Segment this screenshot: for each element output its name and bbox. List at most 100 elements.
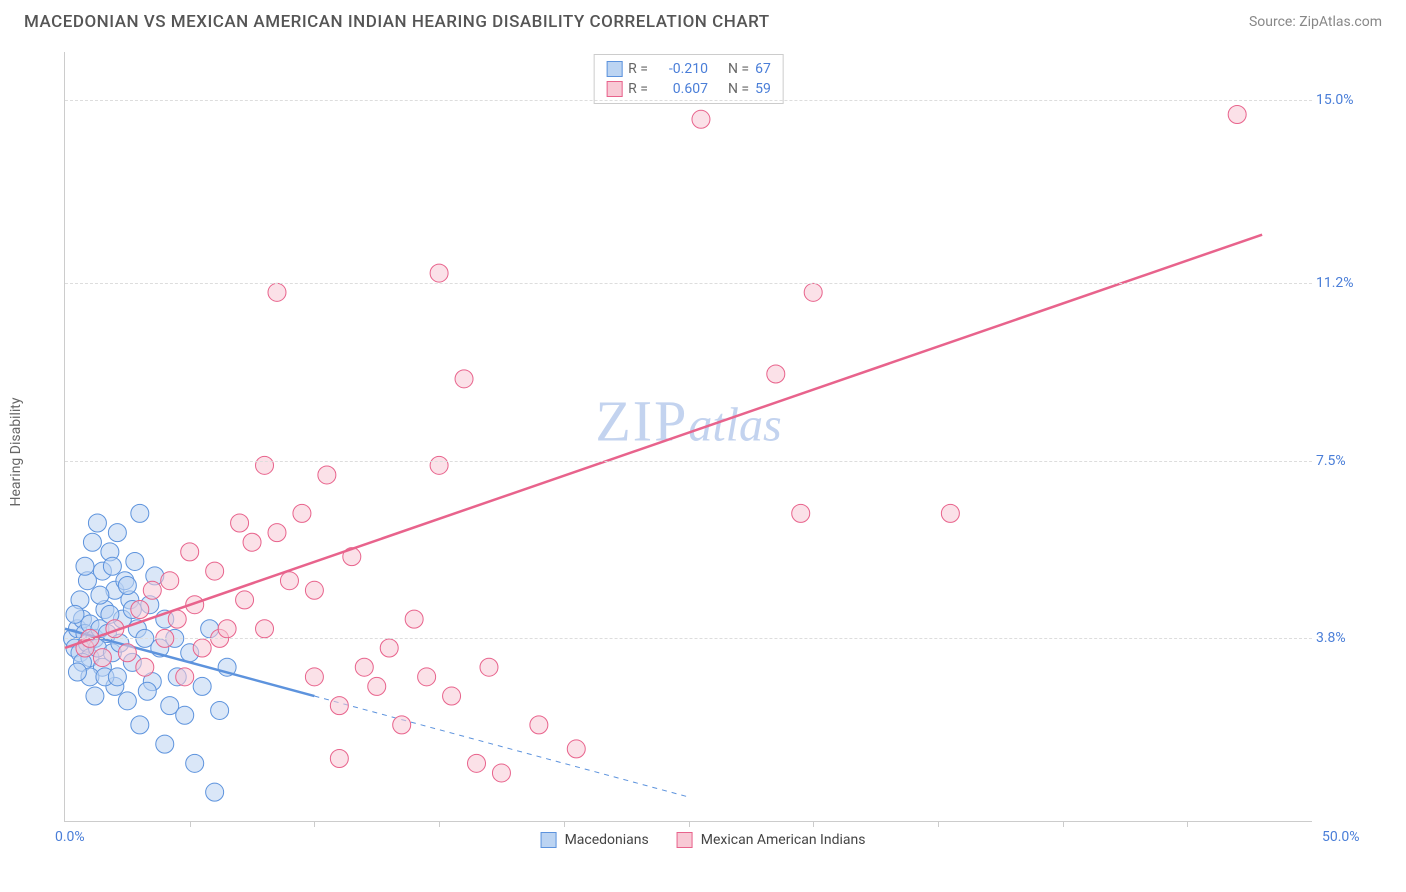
data-point xyxy=(692,110,710,128)
data-point xyxy=(243,533,261,551)
data-point xyxy=(193,639,211,657)
data-point xyxy=(567,740,585,758)
data-point xyxy=(118,576,136,594)
data-point xyxy=(186,754,204,772)
data-point xyxy=(118,692,136,710)
x-tick xyxy=(190,821,191,827)
data-point xyxy=(468,754,486,772)
legend-series-item: Macedonians xyxy=(541,832,649,848)
data-point xyxy=(193,677,211,695)
legend-bottom: Macedonians Mexican American Indians xyxy=(541,832,866,848)
header: MACEDONIAN VS MEXICAN AMERICAN INDIAN HE… xyxy=(0,0,1406,40)
data-point xyxy=(108,668,126,686)
data-point xyxy=(156,735,174,753)
source-label: Source: ZipAtlas.com xyxy=(1249,14,1382,30)
gridline xyxy=(65,461,1312,462)
scatter-svg xyxy=(65,52,1312,821)
data-point xyxy=(418,668,436,686)
data-point xyxy=(268,283,286,301)
data-point xyxy=(1228,105,1246,123)
data-point xyxy=(108,524,126,542)
legend-series-label: Mexican American Indians xyxy=(701,832,866,848)
data-point xyxy=(318,466,336,484)
chart-wrapper: Hearing Disability ZIPatlas R =-0.210N =… xyxy=(24,52,1382,852)
data-point xyxy=(86,687,104,705)
y-tick-label: 11.2% xyxy=(1316,275,1376,291)
data-point xyxy=(256,620,274,638)
x-tick xyxy=(689,821,690,827)
x-tick xyxy=(564,821,565,827)
data-point xyxy=(355,658,373,676)
data-point xyxy=(368,677,386,695)
data-point xyxy=(293,504,311,522)
data-point xyxy=(131,601,149,619)
x-tick xyxy=(1063,821,1064,827)
x-tick xyxy=(439,821,440,827)
data-point xyxy=(393,716,411,734)
data-point xyxy=(804,283,822,301)
chart-title: MACEDONIAN VS MEXICAN AMERICAN INDIAN HE… xyxy=(24,12,770,32)
x-tick xyxy=(813,821,814,827)
data-point xyxy=(176,706,194,724)
y-tick-label: 3.8% xyxy=(1316,630,1376,646)
data-point xyxy=(126,552,144,570)
data-point xyxy=(93,649,111,667)
plot-area: ZIPatlas R =-0.210N =67R =0.607N =59 0.0… xyxy=(64,52,1312,822)
data-point xyxy=(455,370,473,388)
data-point xyxy=(380,639,398,657)
data-point xyxy=(236,591,254,609)
legend-swatch xyxy=(541,832,557,848)
data-point xyxy=(181,543,199,561)
data-point xyxy=(161,572,179,590)
data-point xyxy=(131,716,149,734)
data-point xyxy=(88,514,106,532)
data-point xyxy=(305,668,323,686)
gridline xyxy=(65,100,1312,101)
data-point xyxy=(256,456,274,474)
data-point xyxy=(206,783,224,801)
data-point xyxy=(76,557,94,575)
data-point xyxy=(206,562,224,580)
data-point xyxy=(103,557,121,575)
x-tick xyxy=(938,821,939,827)
data-point xyxy=(136,658,154,676)
regression-line xyxy=(65,235,1262,648)
data-point xyxy=(492,764,510,782)
data-point xyxy=(268,524,286,542)
data-point xyxy=(66,605,84,623)
data-point xyxy=(792,504,810,522)
data-point xyxy=(138,682,156,700)
data-point xyxy=(91,586,109,604)
data-point xyxy=(305,581,323,599)
gridline xyxy=(65,638,1312,639)
data-point xyxy=(330,697,348,715)
y-tick-label: 15.0% xyxy=(1316,92,1376,108)
data-point xyxy=(143,581,161,599)
legend-series-label: Macedonians xyxy=(565,832,649,848)
legend-series-item: Mexican American Indians xyxy=(677,832,866,848)
data-point xyxy=(168,610,186,628)
x-tick xyxy=(314,821,315,827)
data-point xyxy=(405,610,423,628)
x-axis-max-label: 50.0% xyxy=(1322,829,1382,845)
data-point xyxy=(330,750,348,768)
data-point xyxy=(218,620,236,638)
data-point xyxy=(430,456,448,474)
data-point xyxy=(530,716,548,734)
gridline xyxy=(65,283,1312,284)
legend-swatch xyxy=(677,832,693,848)
y-axis-label: Hearing Disability xyxy=(8,398,24,507)
data-point xyxy=(430,264,448,282)
data-point xyxy=(131,504,149,522)
data-point xyxy=(941,504,959,522)
data-point xyxy=(231,514,249,532)
data-point xyxy=(118,644,136,662)
data-point xyxy=(280,572,298,590)
data-point xyxy=(176,668,194,686)
data-point xyxy=(68,663,86,681)
data-point xyxy=(83,533,101,551)
data-point xyxy=(211,701,229,719)
x-tick xyxy=(1187,821,1188,827)
data-point xyxy=(443,687,461,705)
y-tick-label: 7.5% xyxy=(1316,453,1376,469)
